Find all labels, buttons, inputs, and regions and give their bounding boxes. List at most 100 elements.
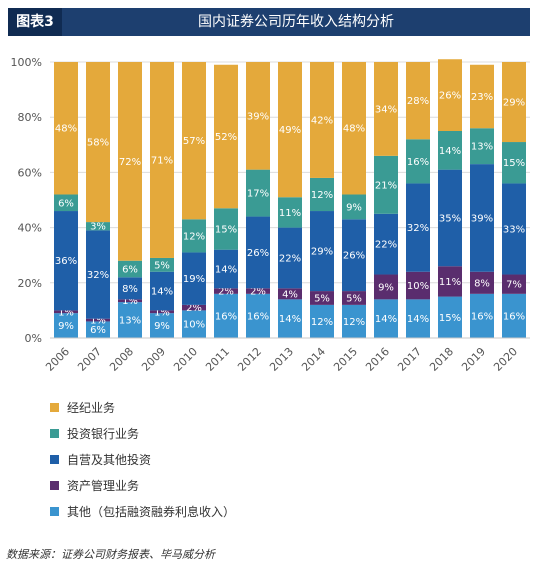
bar-segment [214, 288, 238, 294]
bar-segment [150, 257, 174, 272]
data-label: 28% [407, 96, 429, 107]
data-label: 22% [375, 240, 397, 251]
bar-segment [182, 252, 206, 305]
bar-segment [278, 62, 302, 198]
legend-swatch [50, 506, 59, 516]
data-label: 14% [439, 146, 461, 157]
data-label: 14% [375, 314, 397, 325]
bar-segment [182, 62, 206, 220]
data-label: 16% [471, 311, 493, 322]
data-label: 9% [346, 202, 362, 213]
legend-item: 投资银行业务 [50, 420, 235, 446]
data-label: 16% [503, 311, 525, 322]
data-label: 2% [186, 303, 202, 314]
data-label: 14% [151, 287, 173, 298]
legend-label: 自营及其他投资 [67, 452, 152, 467]
y-tick-label: 100% [11, 56, 42, 69]
bar-segment [246, 288, 270, 294]
legend-label: 其他（包括融资融券利息收入） [67, 504, 236, 519]
bar-segment [470, 128, 494, 165]
bar-segment [406, 271, 430, 300]
bar-segment [278, 197, 302, 228]
data-label: 21% [375, 180, 397, 191]
data-label: 26% [439, 91, 461, 102]
bar-segment [438, 296, 462, 338]
data-label: 15% [439, 313, 461, 324]
bar-segment [54, 194, 78, 212]
y-tick-label: 80% [18, 111, 42, 124]
bar-segment [310, 304, 334, 338]
figure-tag: 图表3 [8, 8, 62, 36]
data-label: 49% [279, 125, 301, 136]
data-label: 8% [474, 278, 490, 289]
bar-segment [310, 211, 334, 292]
y-tick-label: 20% [18, 277, 42, 290]
y-tick-label: 60% [18, 166, 42, 179]
bar-segment [150, 310, 174, 314]
x-tick-label: 2014 [299, 345, 328, 374]
data-label: 16% [215, 311, 237, 322]
data-label: 39% [247, 111, 269, 122]
data-label: 1% [90, 316, 106, 327]
data-label: 17% [247, 189, 269, 200]
legend-swatch [50, 480, 59, 490]
legend-swatch [50, 454, 59, 464]
bar-segment [406, 62, 430, 140]
bar-segment [278, 299, 302, 338]
data-label: 12% [343, 317, 365, 328]
data-label: 5% [346, 293, 362, 304]
x-tick-label: 2015 [331, 345, 360, 374]
bar-segment [54, 211, 78, 311]
legend: 经纪业务 投资银行业务 自营及其他投资 资产管理业务 其他（包括融资融券利息收入） [50, 394, 235, 524]
bar-segment [342, 62, 366, 195]
bar-segment [342, 291, 366, 305]
x-tick-label: 2019 [459, 345, 488, 374]
bar-segment [54, 310, 78, 314]
data-label: 13% [471, 142, 493, 153]
x-tick-label: 2006 [43, 345, 72, 374]
bar-segment [118, 302, 142, 338]
data-label: 3% [90, 222, 106, 233]
bar-segment [118, 299, 142, 303]
y-tick-label: 40% [18, 222, 42, 235]
bar-segment [54, 313, 78, 338]
data-label: 48% [343, 124, 365, 135]
bar-segment [374, 299, 398, 338]
bar-segment [278, 227, 302, 289]
bar-segment [406, 299, 430, 338]
x-tick-label: 2016 [363, 345, 392, 374]
data-label: 7% [506, 280, 522, 291]
x-tick-label: 2009 [139, 345, 168, 374]
bar-segment [310, 291, 334, 305]
x-tick-label: 2010 [171, 345, 200, 374]
x-tick-label: 2012 [235, 345, 264, 374]
data-label: 14% [279, 314, 301, 325]
x-tick-label: 2018 [427, 345, 456, 374]
bar-segment [118, 260, 142, 278]
bar-segment [86, 230, 110, 319]
data-label: 58% [87, 138, 109, 149]
data-label: 10% [183, 320, 205, 331]
bar-segment [470, 164, 494, 272]
data-label: 32% [407, 223, 429, 234]
data-label: 1% [122, 296, 138, 307]
data-label: 9% [378, 282, 394, 293]
bar-segment [214, 249, 238, 289]
bar-segment [374, 155, 398, 214]
bar-segment [150, 271, 174, 311]
bar-segment [342, 219, 366, 292]
data-label: 13% [119, 316, 141, 327]
bar-segment [310, 62, 334, 178]
bar-segment [374, 213, 398, 275]
legend-item: 自营及其他投资 [50, 446, 235, 472]
data-label: 19% [183, 274, 205, 285]
bar-segment [278, 288, 302, 300]
bar-segment [470, 293, 494, 338]
data-label: 9% [58, 321, 74, 332]
x-tick-label: 2017 [395, 345, 424, 374]
data-label: 9% [154, 321, 170, 332]
data-label: 10% [407, 281, 429, 292]
data-label: 52% [215, 132, 237, 143]
data-label: 2% [218, 287, 234, 298]
bar-segment [374, 62, 398, 156]
